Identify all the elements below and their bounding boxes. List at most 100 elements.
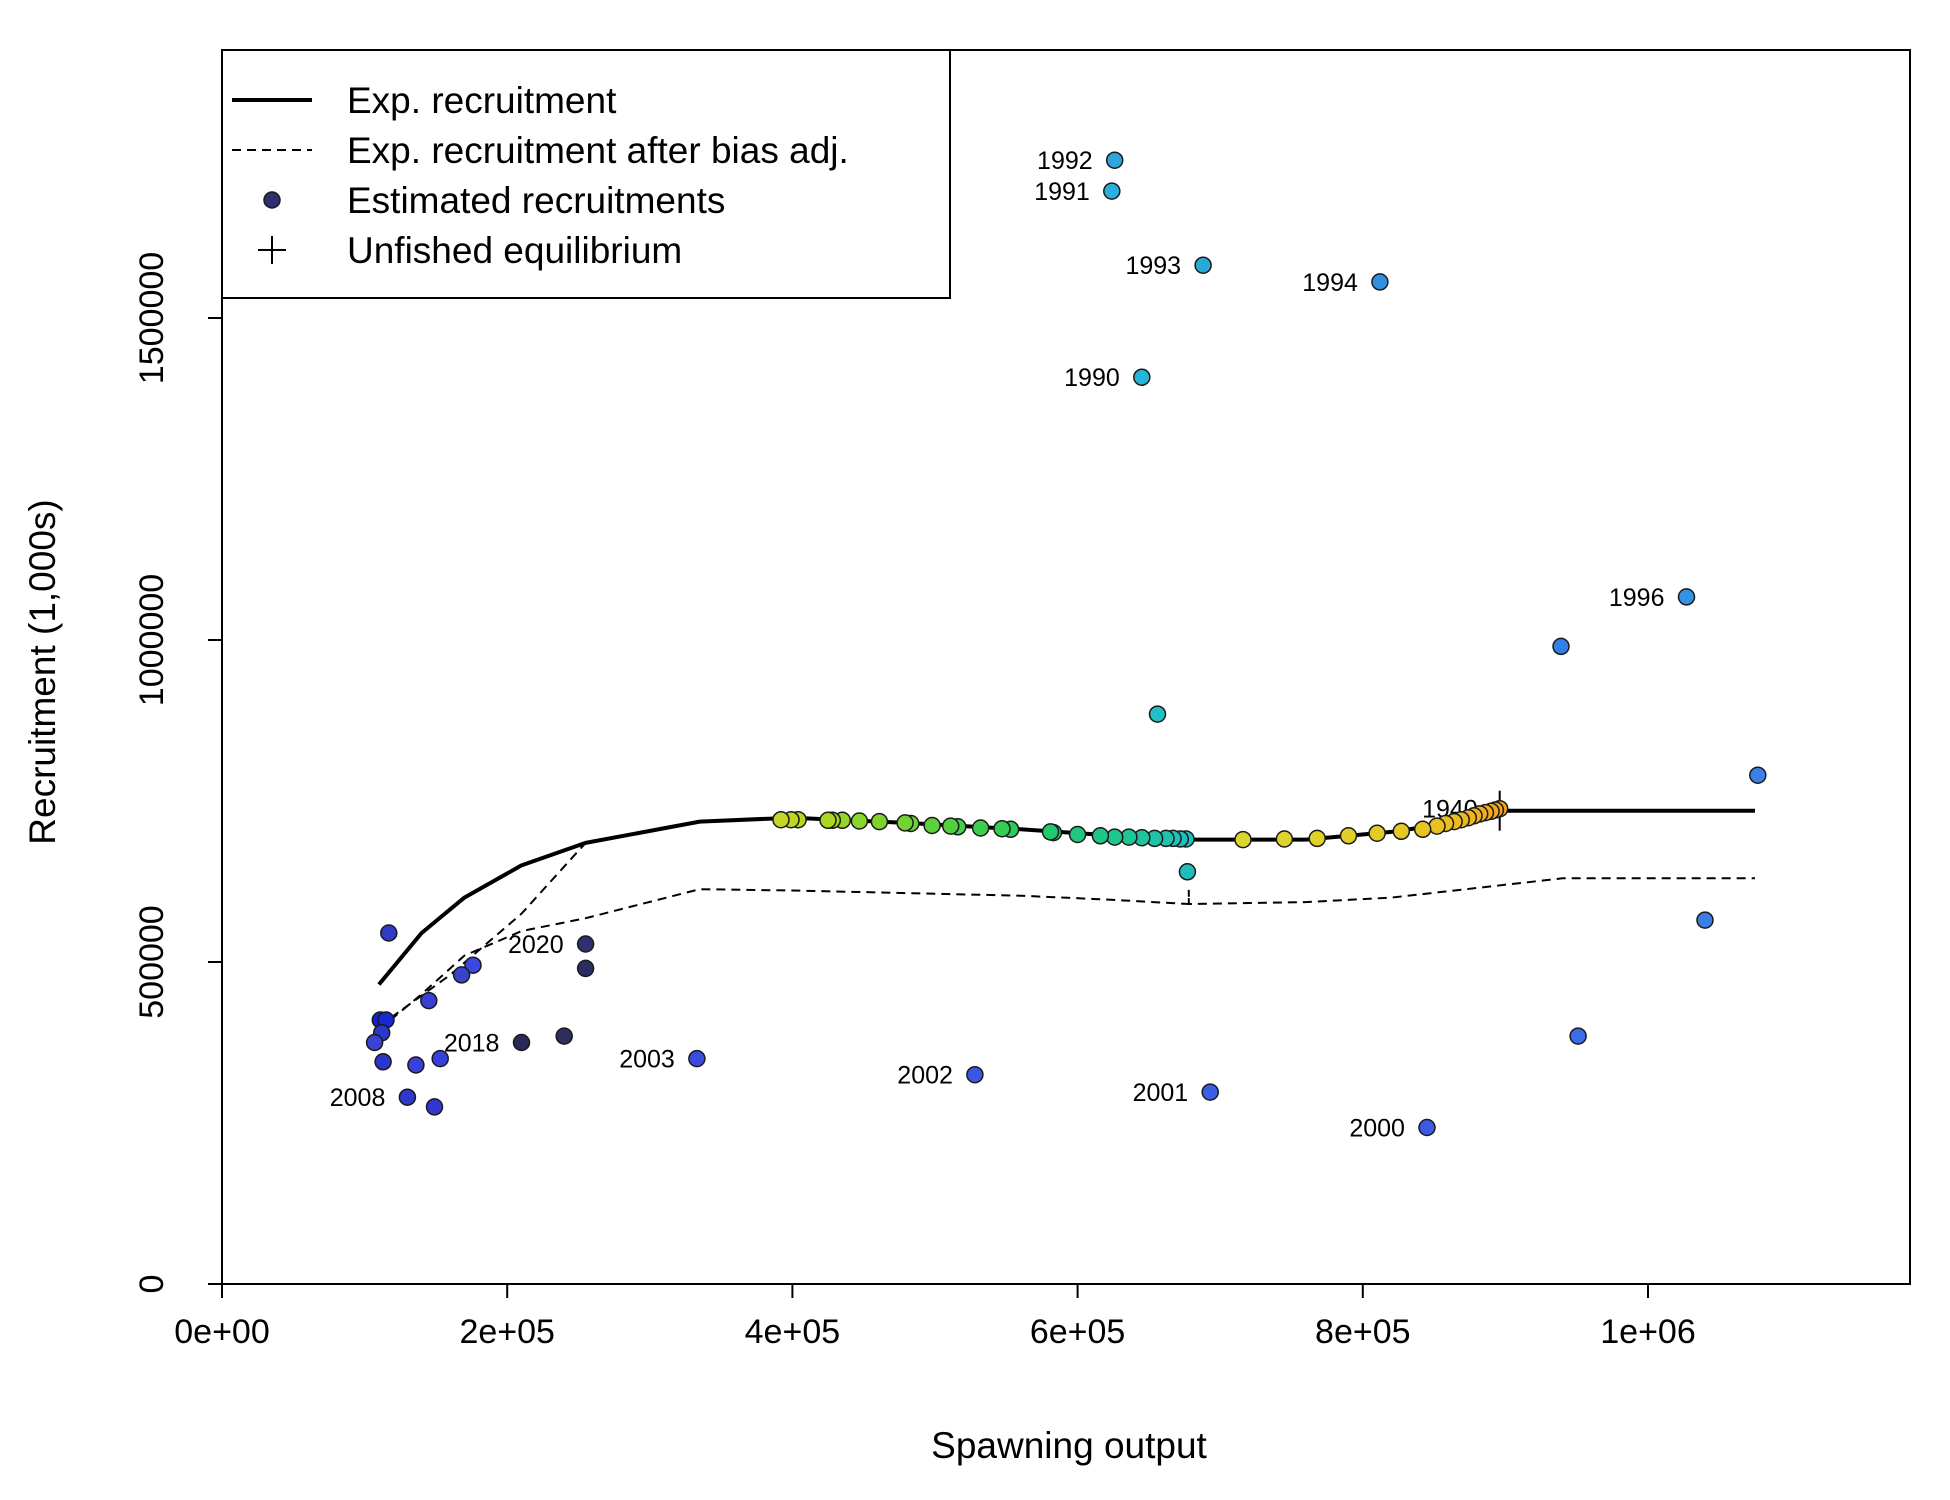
recruitment-point bbox=[1696, 911, 1714, 929]
recruitment-point bbox=[819, 811, 837, 830]
recruitment-point bbox=[1103, 182, 1121, 200]
y-tick-label: 1000000 bbox=[133, 574, 171, 706]
year-label: 1994 bbox=[1302, 269, 1358, 297]
recruitment-point bbox=[1428, 817, 1446, 835]
recruitment-point bbox=[688, 1049, 706, 1068]
recruitment-point bbox=[1194, 256, 1212, 274]
recruitment-point bbox=[1749, 766, 1767, 784]
legend-entry: Exp. recruitment after bias adj. bbox=[232, 130, 849, 171]
x-tick-label: 6e+05 bbox=[1030, 1313, 1126, 1351]
recruitment-point bbox=[1308, 829, 1326, 848]
recruitment-point bbox=[850, 812, 869, 830]
bias-adjusted-recruitment-line bbox=[378, 877, 1755, 1031]
recruitment-point bbox=[1091, 827, 1110, 845]
recruitment-series bbox=[688, 151, 1767, 1137]
year-label: 2001 bbox=[1133, 1079, 1189, 1107]
year-label: 1996 bbox=[1609, 584, 1665, 612]
recruitment-point bbox=[1201, 1083, 1219, 1101]
recruitment-point bbox=[1105, 828, 1124, 846]
year-label: 2003 bbox=[619, 1046, 675, 1074]
recruitment-point bbox=[1569, 1027, 1587, 1045]
legend-box bbox=[221, 49, 951, 299]
year-label: 1991 bbox=[1034, 178, 1090, 206]
recruitment-point bbox=[576, 959, 595, 978]
recruitment-point bbox=[1234, 830, 1252, 849]
axes: 0e+00 2e+05 4e+05 6e+05 8e+05 1e+06 0 500000 100… bbox=[133, 49, 1911, 1351]
recruitment-point bbox=[1371, 273, 1389, 291]
recruitment-series bbox=[1041, 823, 1195, 848]
x-tick-label: 8e+05 bbox=[1315, 1313, 1411, 1351]
year-label: 2000 bbox=[1349, 1115, 1405, 1143]
recruitment-point bbox=[1275, 830, 1294, 848]
recruitment-point bbox=[941, 817, 960, 835]
x-tick-label: 4e+05 bbox=[745, 1313, 841, 1351]
recruitment-point bbox=[398, 1088, 417, 1106]
bias-adjusted-recruitment-line-secondary bbox=[378, 842, 587, 1028]
recruitment-point bbox=[993, 819, 1011, 838]
recruitment-series bbox=[1234, 799, 1509, 849]
recruitment-point bbox=[1041, 823, 1060, 841]
x-tick-label: 0e+00 bbox=[174, 1313, 270, 1351]
recruitment-point bbox=[966, 1065, 984, 1084]
year-label: 2002 bbox=[897, 1062, 953, 1090]
recruitment-point bbox=[374, 1053, 392, 1071]
x-axis-title: Spawning output bbox=[931, 1425, 1207, 1466]
recruitment-series bbox=[772, 810, 1020, 839]
year-label: 1993 bbox=[1125, 252, 1181, 280]
x-tick-label: 2e+05 bbox=[459, 1313, 555, 1351]
recruitment-point bbox=[923, 816, 941, 835]
recruitment-point bbox=[1133, 368, 1151, 386]
recruitment-point bbox=[1392, 822, 1411, 841]
y-axis: 0 500000 1000000 1500000 bbox=[133, 252, 223, 1294]
legend-point-icon bbox=[263, 191, 281, 209]
year-label: 1992 bbox=[1037, 147, 1093, 175]
legend-label: Exp. recruitment after bias adj. bbox=[347, 130, 849, 171]
recruitment-point bbox=[1105, 151, 1124, 169]
points bbox=[365, 151, 1767, 1137]
recruitment-point bbox=[1178, 863, 1197, 881]
recruitment-point bbox=[420, 991, 438, 1010]
legend-entry: Exp. recruitment bbox=[232, 80, 617, 121]
recruitment-point bbox=[464, 956, 482, 974]
year-label: 2020 bbox=[508, 931, 564, 959]
legend-label: Estimated recruitments bbox=[347, 180, 725, 221]
recruitment-point bbox=[1413, 820, 1432, 839]
recruitment-point bbox=[425, 1098, 444, 1116]
recruitment-point bbox=[452, 966, 471, 984]
y-tick-label: 0 bbox=[133, 1275, 171, 1294]
recruitment-point bbox=[1677, 588, 1696, 606]
recruitment-series bbox=[365, 924, 482, 1116]
year-labels: 1992199119931994199019961940202020182003… bbox=[330, 147, 1665, 1142]
recruitment-point bbox=[380, 924, 398, 942]
recruitment-point bbox=[1068, 825, 1087, 844]
recruitment-point bbox=[576, 935, 595, 953]
recruitment-point bbox=[407, 1056, 425, 1074]
recruitment-point bbox=[772, 810, 790, 829]
recruitment-point bbox=[870, 812, 889, 831]
y-tick-label: 500000 bbox=[133, 905, 171, 1018]
recruitment-point bbox=[1148, 705, 1167, 723]
recruitment-point bbox=[1339, 827, 1358, 845]
recruitment-point bbox=[431, 1049, 449, 1068]
legend-label: Unfished equilibrium bbox=[347, 230, 682, 271]
year-label: 2018 bbox=[444, 1030, 500, 1058]
legend-label: Exp. recruitment bbox=[347, 80, 617, 121]
year-label: 2008 bbox=[330, 1084, 386, 1112]
legend: Exp. recruitment Exp. recruitment after b… bbox=[221, 49, 951, 299]
legend-entry: Estimated recruitments bbox=[263, 180, 725, 221]
x-axis: 0e+00 2e+05 4e+05 6e+05 8e+05 1e+06 bbox=[174, 1283, 1696, 1351]
recruitment-point bbox=[512, 1033, 531, 1052]
legend-entry: Unfished equilibrium bbox=[258, 230, 682, 271]
y-tick-label: 1500000 bbox=[133, 252, 171, 384]
recruitment-series bbox=[512, 935, 595, 1052]
year-label: 1990 bbox=[1064, 364, 1120, 392]
recruitment-point bbox=[555, 1027, 573, 1045]
recruitment-point bbox=[1552, 637, 1570, 656]
recruitment-point bbox=[1368, 824, 1386, 842]
recruitment-point bbox=[1418, 1118, 1436, 1137]
y-axis-title: Recruitment (1,000s) bbox=[22, 499, 63, 844]
recruitment-point bbox=[896, 814, 914, 832]
curves bbox=[377, 790, 1755, 1031]
x-tick-label: 1e+06 bbox=[1600, 1313, 1696, 1351]
